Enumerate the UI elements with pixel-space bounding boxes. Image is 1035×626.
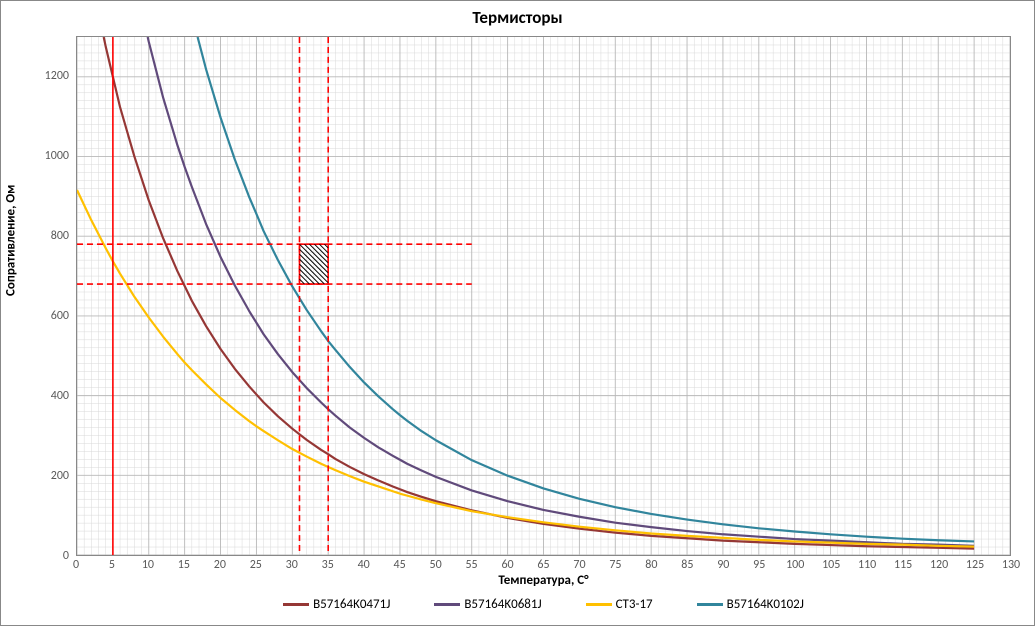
legend-label: B57164K0102J (727, 597, 804, 612)
x-tick-label: 125 (966, 558, 984, 572)
x-tick-label: 110 (858, 558, 876, 572)
x-tick-label: 40 (358, 558, 370, 572)
y-tick-label: 1000 (29, 149, 69, 163)
series-B57164K0471J (104, 37, 974, 549)
x-tick-label: 105 (822, 558, 840, 572)
x-tick-label: 130 (1002, 558, 1020, 572)
x-tick-label: 55 (465, 558, 477, 572)
y-tick-label: 0 (29, 549, 69, 563)
legend-item: B57164K0471J (283, 597, 390, 612)
chart-container: Термисторы Сопративление, Ом 02004006008… (0, 0, 1035, 626)
y-tick-label: 400 (29, 389, 69, 403)
legend-swatch (434, 603, 460, 606)
x-tick-label: 115 (894, 558, 912, 572)
x-tick-label: 10 (142, 558, 154, 572)
x-tick-label: 70 (573, 558, 585, 572)
legend-label: B57164K0471J (313, 597, 390, 612)
plot-svg (77, 37, 1010, 555)
x-tick-label: 30 (286, 558, 298, 572)
legend-label: СТ3-17 (616, 597, 653, 612)
y-axis-label: Сопративление, Ом (4, 185, 19, 296)
x-tick-label: 120 (930, 558, 948, 572)
x-tick-label: 85 (681, 558, 693, 572)
y-tick-label: 800 (29, 229, 69, 243)
x-tick-label: 90 (717, 558, 729, 572)
y-tick-label: 1200 (29, 69, 69, 83)
x-tick-label: 50 (430, 558, 442, 572)
y-tick-label: 200 (29, 469, 69, 483)
legend-swatch (697, 603, 723, 606)
legend-swatch (283, 603, 309, 606)
legend-swatch (586, 603, 612, 606)
x-tick-label: 65 (537, 558, 549, 572)
x-tick-label: 100 (786, 558, 804, 572)
legend: B57164K0471J B57164K0681J СТ3-17 B57164K010… (76, 597, 1011, 612)
legend-label: B57164K0681J (464, 597, 541, 612)
x-tick-label: 45 (394, 558, 406, 572)
x-tick-label: 0 (73, 558, 79, 572)
y-tick-label: 600 (29, 309, 69, 323)
plot-area (76, 36, 1011, 556)
x-tick-label: 35 (322, 558, 334, 572)
x-axis-label: Температура, С° (76, 573, 1011, 588)
x-tick-label: 95 (753, 558, 765, 572)
x-tick-label: 60 (501, 558, 513, 572)
x-tick-label: 20 (214, 558, 226, 572)
x-tick-label: 80 (645, 558, 657, 572)
legend-item: B57164K0102J (697, 597, 804, 612)
x-tick-label: 75 (609, 558, 621, 572)
x-tick-label: 5 (109, 558, 115, 572)
series-B57164K0681J (148, 37, 974, 546)
x-tick-label: 25 (250, 558, 262, 572)
legend-item: B57164K0681J (434, 597, 541, 612)
chart-title: Термисторы (1, 7, 1034, 28)
x-tick-label: 15 (178, 558, 190, 572)
legend-item: СТ3-17 (586, 597, 653, 612)
